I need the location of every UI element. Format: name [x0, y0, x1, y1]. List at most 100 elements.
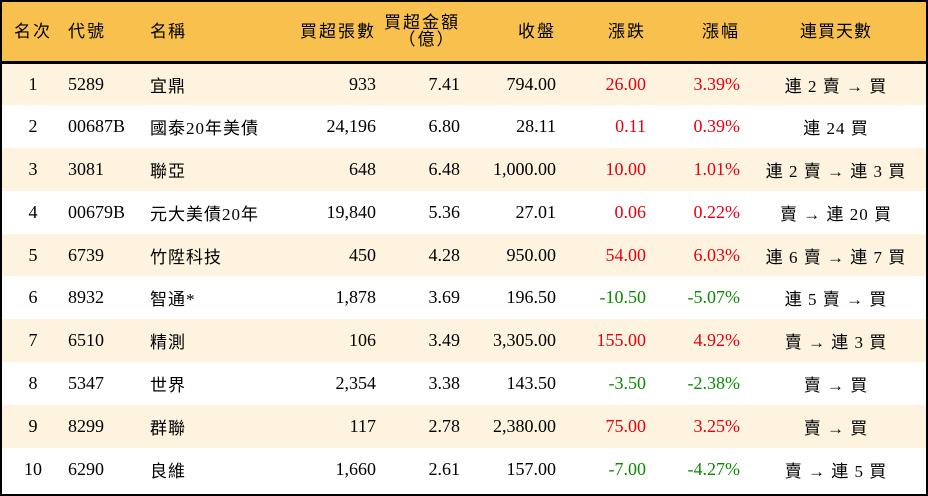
cell-close: 196.50: [506, 287, 557, 308]
cell-change-pct: 0.39%: [693, 115, 741, 136]
header-change[interactable]: 漲跌: [566, 2, 656, 64]
cell-buy-amount: 6.80: [428, 115, 461, 136]
cell-close: 3,305.00: [493, 330, 556, 351]
cell-code[interactable]: 5347: [68, 373, 104, 394]
cell-change: 26.00: [605, 73, 647, 94]
cell-close: 27.01: [515, 201, 557, 222]
cell-rank: 2: [28, 115, 38, 136]
cell-change-pct: 1.01%: [693, 158, 741, 179]
table-body: 1 5289 宜鼎 933 7.41 794.00 26.00 3.39% 連 …: [2, 62, 926, 491]
cell-close: 950.00: [506, 244, 557, 265]
cell-close: 794.00: [506, 73, 557, 94]
cell-change: 54.00: [605, 244, 647, 265]
header-buy-amount-line1: 買超金額: [384, 13, 460, 33]
cell-name[interactable]: 國泰20年美債: [150, 118, 259, 138]
cell-change: 155.00: [596, 330, 647, 351]
table-row[interactable]: 4 00679B 元大美債20年 19,840 5.36 27.01 0.06 …: [2, 190, 926, 234]
cell-code[interactable]: 3081: [68, 158, 104, 179]
header-buy-amount[interactable]: 買超金額 （億）: [376, 2, 476, 64]
cell-name[interactable]: 竹陞科技: [150, 247, 222, 267]
cell-buy-amount: 3.38: [428, 373, 461, 394]
cell-rank: 10: [24, 458, 42, 479]
cell-buy-lots: 2,354: [335, 373, 377, 394]
cell-change: 0.06: [614, 201, 647, 222]
table-row[interactable]: 7 6510 精測 106 3.49 3,305.00 155.00 4.92%…: [2, 319, 926, 363]
cell-name[interactable]: 世界: [150, 376, 186, 396]
cell-code[interactable]: 6739: [68, 244, 104, 265]
cell-rank: 9: [28, 416, 38, 437]
cell-streak: 賣 → 連 3 買: [784, 333, 888, 353]
cell-buy-amount: 3.69: [428, 287, 461, 308]
table-row[interactable]: 1 5289 宜鼎 933 7.41 794.00 26.00 3.39% 連 …: [2, 62, 926, 105]
cell-change: -7.00: [608, 458, 647, 479]
cell-streak: 賣 → 連 5 買: [784, 461, 888, 481]
cell-change: -3.50: [608, 373, 647, 394]
cell-name[interactable]: 良維: [150, 461, 186, 481]
table-row[interactable]: 8 5347 世界 2,354 3.38 143.50 -3.50 -2.38%…: [2, 362, 926, 406]
cell-rank: 6: [28, 287, 38, 308]
cell-code[interactable]: 00687B: [68, 115, 126, 136]
cell-buy-lots: 24,196: [326, 115, 377, 136]
cell-streak: 連 5 賣 → 買: [784, 290, 888, 310]
cell-code[interactable]: 8299: [68, 416, 104, 437]
table-row[interactable]: 9 8299 群聯 117 2.78 2,380.00 75.00 3.25% …: [2, 405, 926, 449]
cell-change-pct: -5.07%: [687, 287, 741, 308]
table-row[interactable]: 3 3081 聯亞 648 6.48 1,000.00 10.00 1.01% …: [2, 147, 926, 191]
cell-buy-lots: 648: [349, 158, 376, 179]
header-streak[interactable]: 連買天數: [746, 2, 926, 64]
header-buy-amount-line2: （億）: [398, 30, 456, 50]
table-row[interactable]: 10 6290 良維 1,660 2.61 157.00 -7.00 -4.27…: [2, 448, 926, 491]
header-change-pct[interactable]: 漲幅: [656, 2, 746, 64]
header-name[interactable]: 名稱: [144, 2, 294, 64]
cell-code[interactable]: 8932: [68, 287, 104, 308]
cell-code[interactable]: 00679B: [68, 201, 126, 222]
cell-rank: 3: [28, 158, 38, 179]
cell-buy-lots: 933: [349, 73, 376, 94]
cell-streak: 連 6 賣 → 連 7 買: [765, 247, 907, 267]
cell-name[interactable]: 精測: [150, 333, 186, 353]
cell-name[interactable]: 聯亞: [150, 161, 186, 181]
cell-streak: 賣 → 買: [803, 376, 869, 396]
cell-change-pct: 6.03%: [693, 244, 741, 265]
header-rank[interactable]: 名次: [2, 2, 64, 64]
cell-rank: 4: [28, 201, 38, 222]
cell-name[interactable]: 元大美債20年: [150, 204, 259, 224]
cell-rank: 5: [28, 244, 38, 265]
cell-rank: 7: [28, 330, 38, 351]
table-row[interactable]: 6 8932 智通* 1,878 3.69 196.50 -10.50 -5.0…: [2, 276, 926, 320]
cell-change: 10.00: [605, 158, 647, 179]
cell-change-pct: 0.22%: [693, 201, 741, 222]
cell-code[interactable]: 5289: [68, 73, 104, 94]
cell-buy-amount: 2.61: [428, 458, 461, 479]
cell-buy-amount: 4.28: [428, 244, 461, 265]
cell-streak: 連 2 賣 → 買: [784, 76, 888, 96]
cell-change-pct: -4.27%: [687, 458, 741, 479]
header-code[interactable]: 代號: [64, 2, 144, 64]
cell-code[interactable]: 6290: [68, 458, 104, 479]
cell-name[interactable]: 智通*: [150, 290, 196, 310]
cell-name[interactable]: 群聯: [150, 419, 186, 439]
table-row[interactable]: 2 00687B 國泰20年美債 24,196 6.80 28.11 0.11 …: [2, 104, 926, 148]
cell-buy-lots: 106: [349, 330, 376, 351]
cell-code[interactable]: 6510: [68, 330, 104, 351]
cell-buy-amount: 5.36: [428, 201, 461, 222]
cell-streak: 賣 → 買: [803, 419, 869, 439]
cell-change: 0.11: [615, 115, 646, 136]
cell-change-pct: 4.92%: [693, 330, 741, 351]
header-buy-lots[interactable]: 買超張數: [294, 2, 376, 64]
cell-streak: 賣 → 連 20 買: [780, 204, 892, 224]
cell-buy-lots: 117: [349, 416, 376, 437]
cell-change-pct: 3.39%: [693, 73, 741, 94]
cell-close: 143.50: [506, 373, 557, 394]
cell-buy-lots: 450: [349, 244, 376, 265]
cell-close: 2,380.00: [493, 416, 556, 437]
cell-name[interactable]: 宜鼎: [150, 76, 186, 96]
cell-streak: 連 2 賣 → 連 3 買: [765, 161, 907, 181]
cell-change-pct: -2.38%: [687, 373, 741, 394]
header-close[interactable]: 收盤: [476, 2, 566, 64]
cell-buy-lots: 1,878: [335, 287, 377, 308]
table-row[interactable]: 5 6739 竹陞科技 450 4.28 950.00 54.00 6.03% …: [2, 233, 926, 277]
cell-close: 1,000.00: [493, 158, 556, 179]
